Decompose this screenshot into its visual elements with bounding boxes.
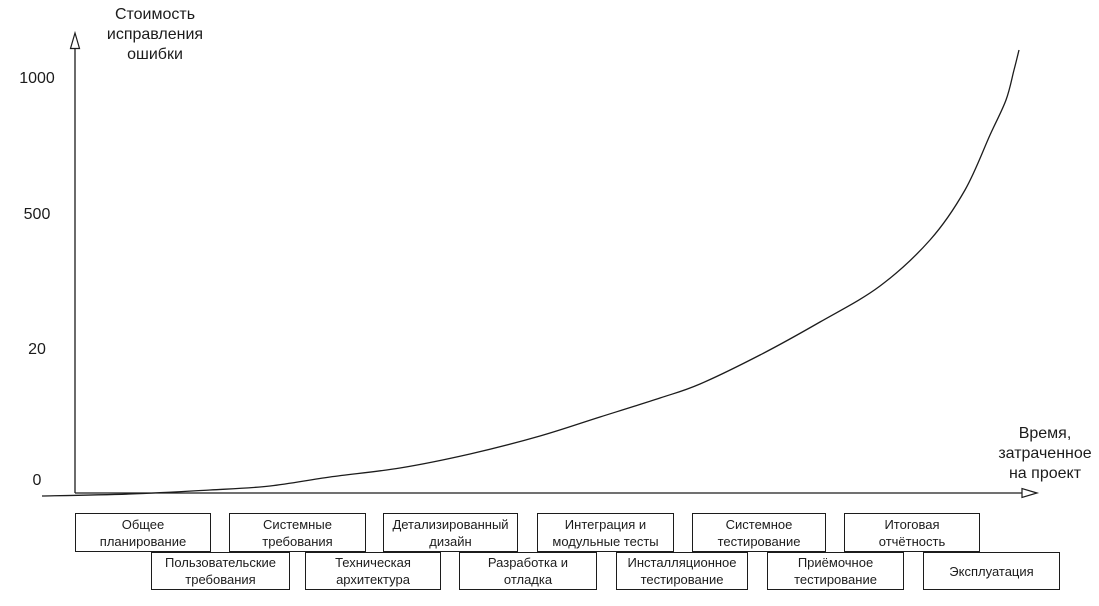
phase-box: Инсталляционное тестирование	[616, 552, 748, 590]
y-tick-label: 500	[23, 206, 51, 223]
y-axis-arrow-icon	[69, 30, 81, 50]
phase-box: Системные требования	[229, 513, 366, 552]
phase-box: Общее планирование	[75, 513, 211, 552]
y-tick-label: 1000	[19, 70, 55, 87]
phase-box: Разработка и отладка	[459, 552, 597, 590]
phase-box: Эксплуатация	[923, 552, 1060, 590]
phase-box: Детализированный дизайн	[383, 513, 518, 552]
y-axis-title: Стоимость исправления ошибки	[106, 6, 204, 63]
x-axis-title: Время, затраченное на проект	[998, 425, 1092, 482]
phase-box: Интеграция и модульные тесты	[537, 513, 674, 552]
phase-box: Пользовательские требования	[151, 552, 290, 590]
phase-box: Системное тестирование	[692, 513, 826, 552]
phase-box: Итоговая отчётность	[844, 513, 980, 552]
y-tick-label: 0	[32, 472, 42, 489]
cost-curve	[41, 49, 1020, 497]
phase-box: Техническая архитектура	[305, 552, 441, 590]
x-axis-arrow-icon	[1021, 487, 1040, 499]
phase-box: Приёмочное тестирование	[767, 552, 904, 590]
y-tick-label: 20	[28, 341, 46, 358]
